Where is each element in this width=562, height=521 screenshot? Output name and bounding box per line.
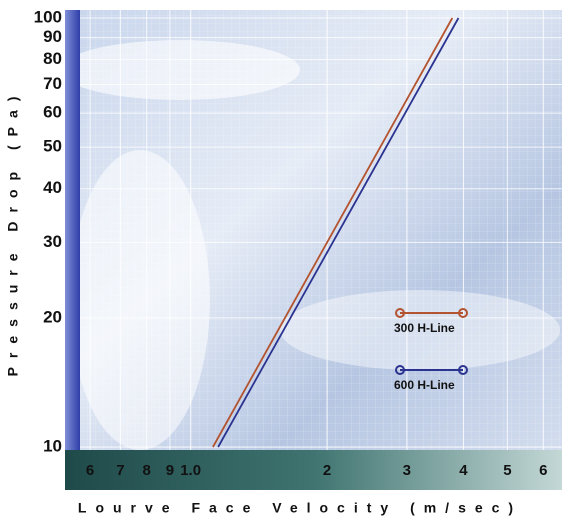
axis-band [65, 450, 562, 490]
axis-bar [65, 10, 80, 450]
x-tick-label: 6 [539, 462, 547, 479]
y-axis-title: Pressure Drop (Pa) [5, 88, 21, 377]
x-tick-label: 4 [459, 462, 468, 479]
data-line [212, 17, 454, 448]
y-tick-label: 70 [43, 74, 62, 93]
y-tick-label: 10 [43, 436, 62, 455]
legend-marker [458, 365, 468, 375]
legend-marker [395, 365, 405, 375]
x-tick-label: 8 [143, 462, 151, 479]
y-tick-label: 30 [43, 232, 62, 251]
x-tick-label: 5 [503, 462, 511, 479]
legend-label: 600 H-Line [394, 378, 455, 392]
x-tick-label: 3 [403, 462, 411, 479]
x-tick-label: 1.0 [180, 462, 201, 479]
minor-grid [80, 10, 562, 450]
y-tick-label: 20 [43, 307, 62, 326]
x-axis-title: Lourve Face Velocity (m/sec) [78, 500, 522, 516]
x-tick-label: 6 [86, 462, 94, 479]
legend-label: 300 H-Line [394, 321, 455, 335]
legend-marker [458, 308, 468, 318]
y-tick-label: 40 [43, 178, 62, 197]
y-tick-label: 90 [43, 27, 62, 46]
y-tick-label: 60 [43, 103, 62, 122]
data-line [217, 17, 460, 448]
y-tick-label: 100 [34, 7, 62, 26]
x-tick-label: 7 [116, 462, 124, 479]
y-tick-label: 80 [43, 49, 62, 68]
x-tick-label: 2 [323, 462, 331, 479]
x-tick-label: 9 [166, 462, 174, 479]
legend-marker [395, 308, 405, 318]
y-tick-label: 50 [43, 137, 62, 156]
